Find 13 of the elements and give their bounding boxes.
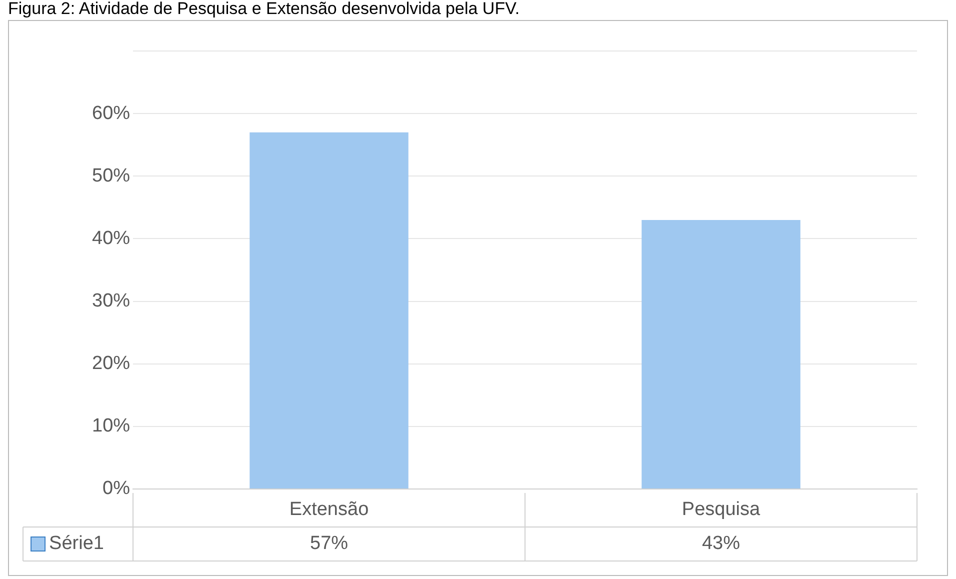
y-tick-label: 20% xyxy=(92,353,130,374)
y-tick-label: 40% xyxy=(92,228,130,249)
y-tick-label: 10% xyxy=(92,416,130,437)
data-label: 43% xyxy=(702,533,740,554)
y-tick-label: 50% xyxy=(92,165,130,186)
y-tick-label: 0% xyxy=(102,478,130,500)
chart-title: Figura 2: Atividade de Pesquisa e Extensão desenvolvida pela UFV. xyxy=(7,0,521,20)
legend-label: Série1 xyxy=(49,533,104,554)
x-tick-label: Extensão xyxy=(289,499,369,520)
y-tick-label: 60% xyxy=(92,102,130,124)
data-label: 57% xyxy=(310,533,348,554)
y-tick-label: 30% xyxy=(92,290,130,312)
x-tick-label: Pesquisa xyxy=(682,499,761,520)
